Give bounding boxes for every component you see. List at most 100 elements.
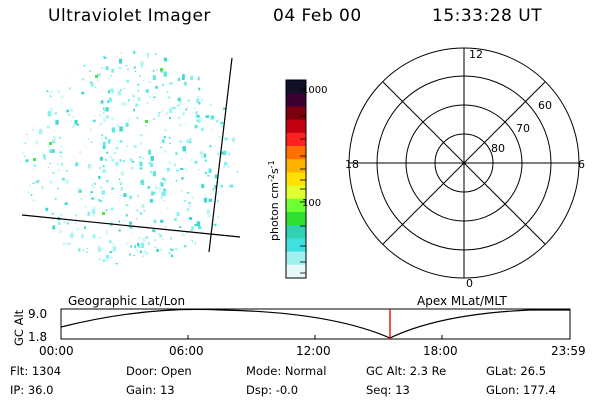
uv-speckle [139, 134, 143, 137]
uv-speckle [152, 229, 156, 233]
uv-speckle [118, 67, 122, 69]
colorbar-stripe [286, 93, 306, 107]
uv-speckle [104, 109, 107, 112]
uv-speckle [145, 89, 149, 93]
uv-speckle [58, 169, 60, 171]
uv-speckle [61, 162, 64, 167]
uv-speckle [110, 74, 112, 77]
time-label: 15:33:28 UT [432, 6, 543, 26]
uv-speckle [125, 204, 129, 206]
uv-speckle [161, 110, 163, 112]
uv-speckle [49, 180, 53, 184]
uv-speckle [104, 136, 107, 140]
uv-speckle [196, 221, 201, 227]
uv-speckle [52, 139, 56, 143]
uv-speckle [33, 164, 36, 167]
colorbar-tick-100: 100 [302, 198, 321, 209]
app-title: Ultraviolet Imager [48, 6, 211, 26]
status-mode: Mode: Normal [246, 364, 326, 378]
uv-speckle [136, 117, 139, 119]
uv-speckle [152, 70, 155, 72]
polar-diagonal-2 [382, 81, 546, 245]
uv-speckle [152, 171, 156, 177]
uv-speckle [59, 136, 61, 139]
uv-speckle [59, 229, 63, 234]
uv-speckle [102, 220, 104, 221]
uv-speckle [128, 118, 130, 122]
uv-speckle [204, 171, 208, 175]
uv-speckle [110, 220, 113, 223]
status-ip: IP: 36.0 [10, 383, 53, 397]
uv-speckle [160, 146, 163, 148]
uv-speckle [99, 122, 103, 126]
uv-speckle [164, 179, 167, 183]
uv-speckle [57, 163, 59, 166]
colorbar-stripe [286, 146, 306, 160]
uv-speckle [163, 71, 167, 77]
uv-speckle [72, 125, 76, 128]
uv-speckle [27, 191, 30, 194]
uv-speckle [132, 225, 135, 229]
uv-speckle [217, 152, 219, 155]
uv-speckle [99, 156, 104, 161]
uv-speckle [184, 200, 186, 202]
uv-speckle [155, 86, 158, 89]
uv-speckle [53, 129, 55, 132]
uv-speckle [149, 170, 152, 174]
uv-speckle [146, 131, 148, 133]
uv-speckle [166, 91, 169, 94]
uv-speckle [197, 96, 199, 98]
uv-speckle [179, 140, 183, 143]
uv-speckle [152, 75, 156, 80]
uv-speckle [81, 78, 85, 81]
uv-speckle [77, 187, 81, 191]
uv-speckle [124, 150, 126, 151]
orbit-ytick-9: 9.0 [28, 307, 47, 321]
uv-speckle [163, 199, 166, 202]
uv-speckle [92, 186, 95, 189]
status-dsp-value: -0.0 [275, 383, 299, 397]
uv-speckle [92, 234, 96, 239]
uv-speckle [163, 136, 166, 139]
uv-speckle [106, 151, 109, 154]
uv-speckle [156, 69, 158, 71]
uv-speckle [91, 197, 95, 200]
uv-speckle [206, 209, 210, 214]
uv-speckle [184, 81, 187, 86]
uv-speckle [81, 234, 83, 236]
uv-speckle [112, 243, 115, 246]
uv-speckle [105, 66, 109, 71]
uv-speckle [74, 120, 78, 125]
uv-speckle [122, 87, 126, 90]
uv-speckle [57, 89, 61, 93]
uv-speckle [203, 197, 208, 203]
uv-speckle [123, 220, 126, 222]
uv-speckle [156, 248, 159, 252]
uv-speckle [121, 102, 125, 106]
uv-speckle [32, 129, 34, 131]
status-glat-label: GLat: [486, 364, 517, 378]
status-seq-label: Seq: [366, 383, 392, 397]
uv-speckle [131, 160, 135, 163]
status-gain-label: Gain: [126, 383, 157, 397]
uv-speckle [81, 235, 84, 239]
uv-speckle [194, 224, 198, 227]
uv-speckle [70, 231, 74, 235]
uv-speckle [194, 160, 198, 164]
uv-speckle [111, 187, 115, 190]
uv-speckle [111, 68, 115, 73]
uv-speckle [162, 180, 164, 182]
uv-speckle [107, 100, 110, 104]
uv-speckle [121, 173, 124, 176]
uv-speckle [101, 196, 104, 199]
uv-speckle [227, 165, 230, 168]
uv-speckle [164, 149, 167, 154]
uv-speckle [57, 187, 59, 190]
uv-speckle [120, 171, 124, 175]
uv-speckle [179, 101, 183, 106]
uv-speckle [131, 167, 134, 170]
uv-speckle [79, 151, 81, 153]
uv-speckle [115, 262, 118, 265]
uv-speckle [158, 191, 160, 193]
uv-speckle [142, 255, 144, 257]
